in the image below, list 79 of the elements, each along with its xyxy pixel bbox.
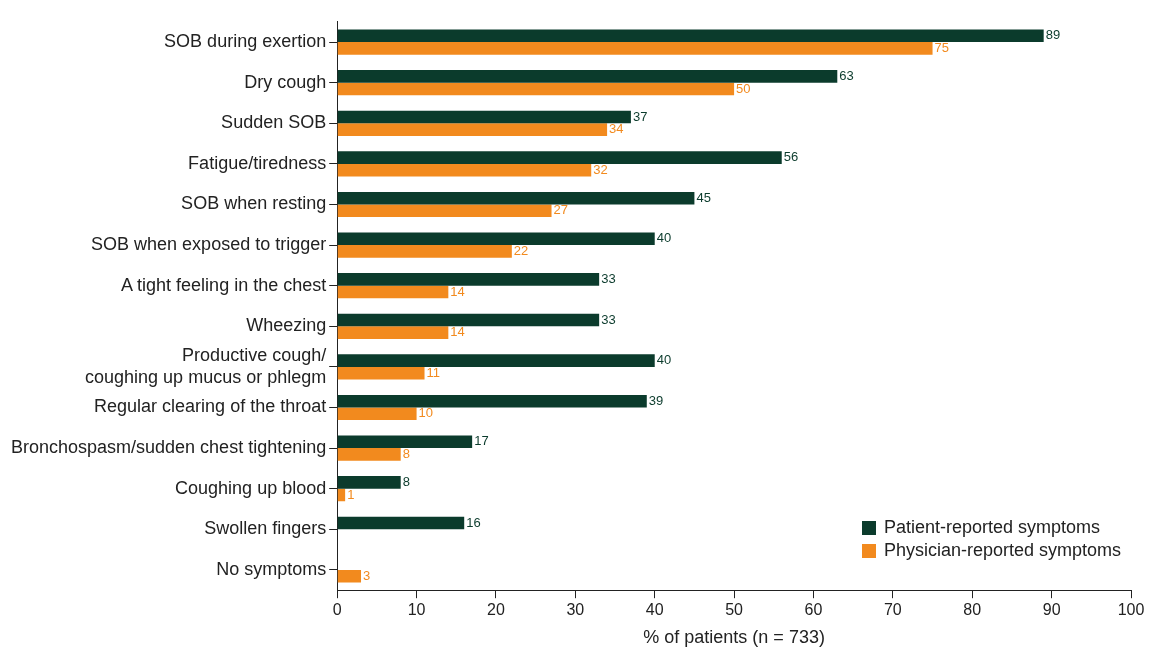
y-tick-label: Coughing up blood <box>175 477 327 498</box>
bar <box>337 70 838 83</box>
bar <box>337 29 1044 43</box>
bar <box>337 191 695 205</box>
data-label: 14 <box>450 324 465 340</box>
bar <box>337 516 465 530</box>
x-tick-label: 40 <box>645 601 664 619</box>
bar <box>337 151 782 164</box>
data-label: 40 <box>656 230 672 246</box>
bar <box>337 163 592 177</box>
x-tick-label: 20 <box>487 601 505 619</box>
data-label: 89 <box>1045 27 1061 43</box>
y-tick-label: A tight feeling in the chest <box>121 274 327 295</box>
y-tick-label: SOB when resting <box>181 193 327 214</box>
bar <box>337 407 417 421</box>
data-label: 22 <box>513 242 529 258</box>
data-label: 34 <box>609 121 624 137</box>
x-axis-title: % of patients (n = 733) <box>643 627 825 648</box>
bar <box>337 245 512 258</box>
bar <box>337 366 425 380</box>
x-tick-label: 10 <box>407 601 426 619</box>
bar <box>337 123 608 136</box>
data-label: 8 <box>402 445 410 461</box>
data-label: 50 <box>736 80 751 96</box>
x-tick-label: 30 <box>566 601 585 619</box>
x-tick-label: 70 <box>883 601 902 619</box>
y-tick-label: No symptoms <box>216 558 327 579</box>
data-label: 40 <box>656 352 672 368</box>
data-label: 1 <box>347 486 355 502</box>
y-tick-label: Fatigue/tiredness <box>188 152 327 173</box>
data-label: 33 <box>601 311 616 327</box>
x-tick-label: 80 <box>963 601 982 619</box>
y-tick-label: Swollen fingers <box>204 518 327 539</box>
bar <box>337 273 600 286</box>
data-label: 33 <box>601 270 616 286</box>
bar <box>337 285 449 299</box>
bar <box>337 326 449 339</box>
x-tick-label: 100 <box>1117 601 1145 619</box>
bar <box>337 82 735 96</box>
data-label: 37 <box>632 108 648 124</box>
y-tick-label: Regular clearing of the throat <box>94 396 327 417</box>
legend-label: Physician-reported symptoms <box>883 540 1121 561</box>
data-label: 75 <box>934 39 950 55</box>
y-tick-label: SOB during exertion <box>164 31 327 52</box>
data-label: 17 <box>474 433 489 449</box>
y-tick-label: SOB when exposed to trigger <box>91 234 327 255</box>
bar <box>337 354 655 367</box>
data-label: 11 <box>426 364 441 380</box>
data-label: 10 <box>418 405 434 421</box>
data-label: 16 <box>466 514 481 530</box>
bar <box>337 448 401 461</box>
x-tick-label: 50 <box>725 601 744 619</box>
data-label: 8 <box>402 473 410 489</box>
bar <box>337 232 655 246</box>
bar <box>337 394 647 408</box>
bar <box>337 476 401 489</box>
bar <box>337 42 933 55</box>
y-tick-label: Dry cough <box>244 71 327 92</box>
data-label: 63 <box>839 67 854 83</box>
bar <box>337 313 600 327</box>
data-label: 39 <box>648 392 664 408</box>
data-label: 56 <box>783 149 799 165</box>
y-tick-label: Bronchospasm/sudden chest tightening <box>11 437 327 458</box>
data-label: 45 <box>696 189 711 205</box>
bar <box>337 110 631 124</box>
bar <box>337 204 552 218</box>
data-label: 3 <box>363 567 371 583</box>
y-tick-label: Wheezing <box>246 315 327 336</box>
data-label: 32 <box>593 161 608 177</box>
x-tick-label: 0 <box>332 601 342 619</box>
x-tick-label: 60 <box>804 601 823 619</box>
x-tick-label: 90 <box>1042 601 1061 619</box>
y-tick-label: Productive cough/ coughing up mucus or phlegm <box>85 345 327 387</box>
bar <box>337 435 473 449</box>
y-tick-label: Sudden SOB <box>221 112 327 133</box>
bar <box>337 569 362 583</box>
data-label: 27 <box>553 202 568 218</box>
data-label: 14 <box>450 283 465 299</box>
legend-label: Patient-reported symptoms <box>883 517 1100 538</box>
